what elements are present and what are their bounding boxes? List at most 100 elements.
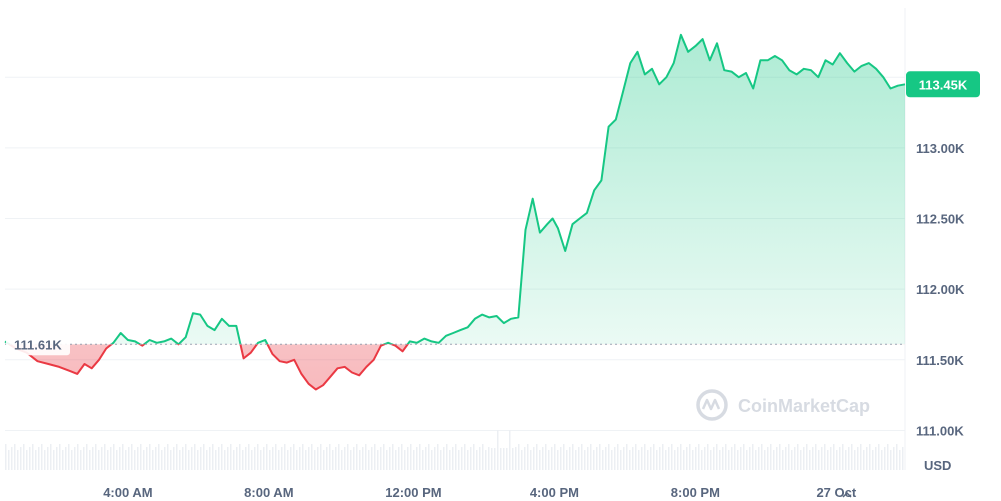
volume-bar (503, 448, 505, 470)
volume-bar (302, 444, 304, 470)
x-tick-label: 8:00 PM (671, 485, 720, 500)
x-tick-label: 8:00 AM (244, 485, 293, 500)
volume-bar (53, 450, 55, 470)
volume-bar (428, 444, 430, 470)
volume-bar (821, 447, 823, 470)
volume-bar (665, 450, 667, 470)
volume-bar (473, 444, 475, 470)
volume-bar (464, 444, 466, 470)
volume-bar (89, 450, 91, 470)
volume-bar (422, 450, 424, 470)
volume-bar (716, 444, 718, 470)
volume-bar (800, 450, 802, 470)
volume-bar (761, 444, 763, 470)
y-tick-label: 111.50K (916, 353, 964, 368)
volume-bar (215, 450, 217, 470)
volume-bar (809, 450, 811, 470)
volume-bar (644, 444, 646, 470)
volume-bar (746, 450, 748, 470)
volume-bar (797, 444, 799, 470)
volume-bar (128, 447, 130, 470)
volume-bar (350, 450, 352, 470)
volume-bar (707, 444, 709, 470)
volume-bar (776, 447, 778, 470)
volume-bar (212, 444, 214, 470)
volume-bar (617, 444, 619, 470)
volume-bar (542, 447, 544, 470)
volume-bar (125, 450, 127, 470)
volume-bar (629, 450, 631, 470)
volume-bars (5, 430, 904, 470)
volume-bar (506, 448, 508, 470)
volume-bar (377, 450, 379, 470)
volume-bar (899, 450, 901, 470)
volume-bar (512, 448, 514, 470)
volume-bar (398, 447, 400, 470)
volume-bar (701, 450, 703, 470)
volume-bar (26, 450, 28, 470)
volume-bar (185, 444, 187, 470)
volume-bar (722, 447, 724, 470)
y-tick-label: 112.00K (916, 282, 965, 297)
volume-bar (266, 444, 268, 470)
watermark-text: CoinMarketCap (738, 396, 870, 416)
volume-bar (305, 450, 307, 470)
volume-bar (80, 450, 82, 470)
volume-bar (881, 450, 883, 470)
volume-bar (146, 447, 148, 470)
volume-bar (803, 447, 805, 470)
volume-bar (290, 447, 292, 470)
volume-bar (791, 450, 793, 470)
volume-bar (839, 447, 841, 470)
volume-bar (815, 444, 817, 470)
volume-bar (620, 450, 622, 470)
volume-bar (593, 450, 595, 470)
volume-bar (785, 447, 787, 470)
volume-bar (674, 450, 676, 470)
volume-bar (653, 444, 655, 470)
volume-bar (866, 447, 868, 470)
price-line-up (4, 33, 906, 345)
volume-bar (404, 450, 406, 470)
volume-bar (854, 450, 856, 470)
volume-bar (497, 430, 499, 470)
volume-bar (623, 447, 625, 470)
volume-bar (107, 450, 109, 470)
volume-bar (875, 447, 877, 470)
volume-bar (113, 444, 115, 470)
volume-bar (299, 447, 301, 470)
volume-bar (362, 447, 364, 470)
volume-bar (278, 450, 280, 470)
volume-bar (824, 444, 826, 470)
volume-bar (14, 444, 16, 470)
volume-bar (254, 447, 256, 470)
volume-bar (599, 444, 601, 470)
volume-bar (230, 444, 232, 470)
volume-bar (521, 450, 523, 470)
volume-bar (587, 447, 589, 470)
volume-bar (392, 444, 394, 470)
volume-bar (830, 447, 832, 470)
volume-bar (95, 444, 97, 470)
x-tick-label: 27 Oct (816, 485, 856, 500)
volume-bar (692, 450, 694, 470)
volume-bar (245, 447, 247, 470)
volume-bar (74, 447, 76, 470)
volume-bar (827, 450, 829, 470)
volume-bar (452, 447, 454, 470)
volume-bar (269, 450, 271, 470)
volume-bar (566, 450, 568, 470)
volume-bar (239, 444, 241, 470)
volume-bar (188, 450, 190, 470)
volume-bar (329, 444, 331, 470)
volume-bar (35, 450, 37, 470)
volume-bar (728, 450, 730, 470)
volume-bar (221, 444, 223, 470)
volume-bar (65, 447, 67, 470)
volume-bar (545, 444, 547, 470)
volume-bar (164, 447, 166, 470)
volume-bar (740, 447, 742, 470)
volume-bar (851, 444, 853, 470)
volume-bar (386, 450, 388, 470)
